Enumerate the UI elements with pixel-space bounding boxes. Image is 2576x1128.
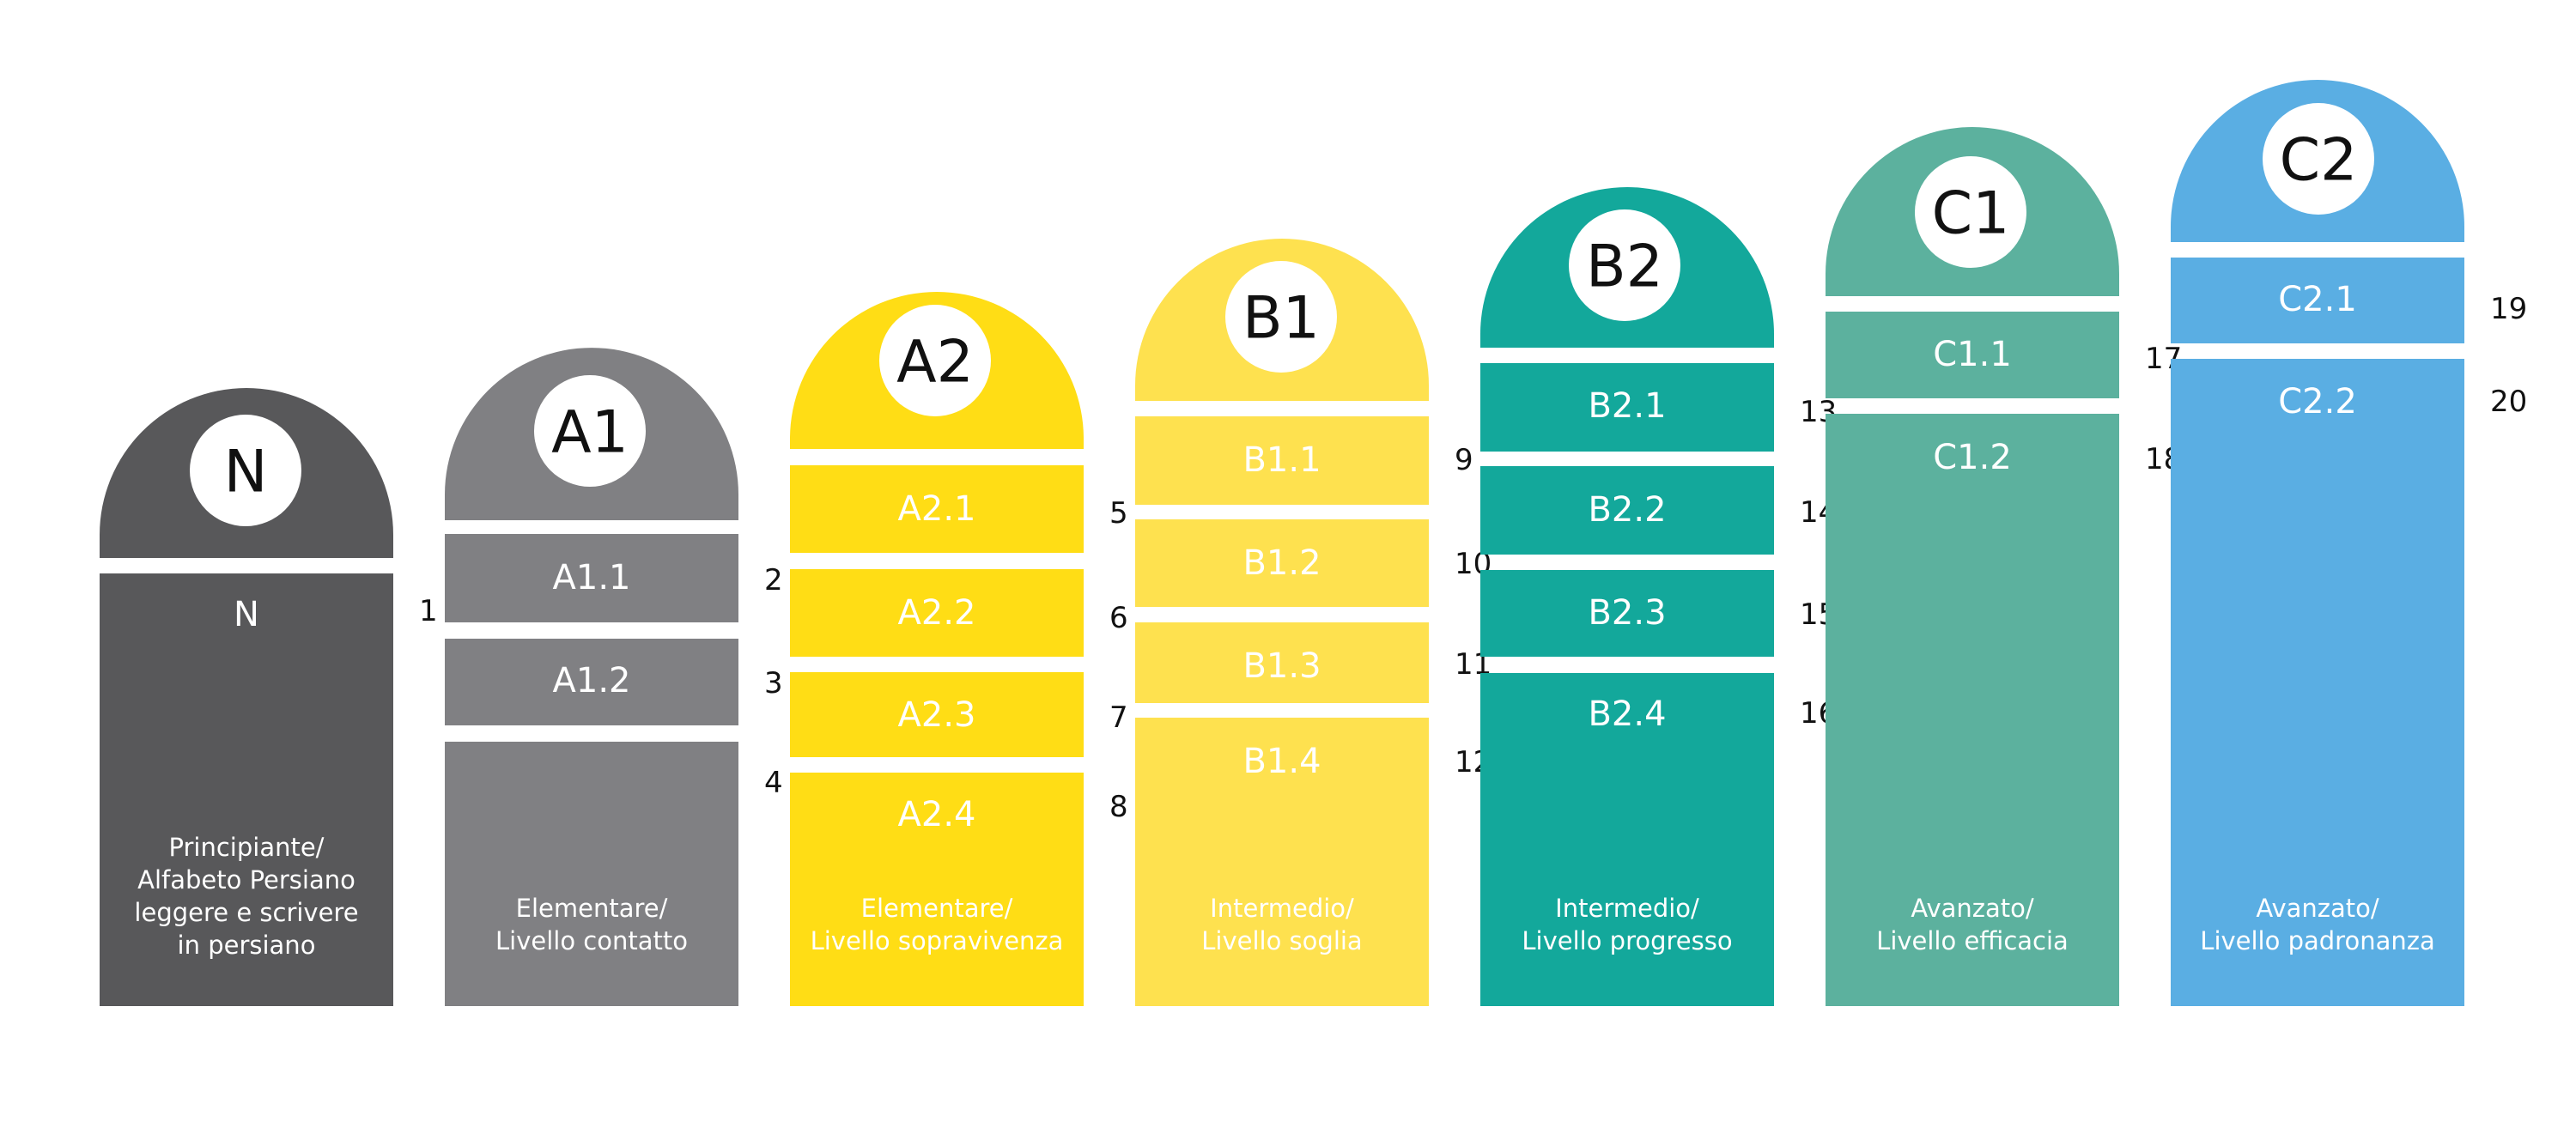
sublevel-label: C2.1 (2278, 280, 2357, 319)
sublevel-label: C1.2 (1933, 438, 2012, 477)
sublevel-block-b1-1 (1135, 416, 1429, 505)
level-badge-label: B2 (1586, 233, 1663, 301)
level-badge-c2 (2263, 103, 2374, 215)
sublevel-block-a2-1 (790, 465, 1084, 553)
level-description-line: Livello efficacia (1876, 926, 2069, 955)
sublevel-number: 7 (1109, 700, 1128, 735)
level-description-line: in persiano (178, 931, 316, 960)
sublevel-label: B1.1 (1242, 440, 1321, 480)
sublevel-label: C2.2 (2278, 382, 2357, 421)
level-badge-label: B1 (1242, 285, 1320, 353)
sublevel-block-b2-3 (1480, 570, 1774, 657)
sublevel-number: 3 (764, 666, 783, 700)
sublevel-label: A1.2 (553, 661, 631, 700)
level-column-c2: C2 C2.1 19 C2.2 20 Avanzato/Livello padronanz… (2171, 80, 2527, 1006)
sublevel-label: B2.3 (1588, 593, 1666, 633)
level-badge-a2 (879, 305, 991, 416)
level-description-line: Avanzato/ (2256, 894, 2379, 923)
sublevel-number: 2 (764, 563, 783, 597)
level-description-line: Alfabeto Persiano (137, 865, 355, 895)
sublevel-block-b1-4 (1135, 718, 1429, 1006)
sublevel-number: 8 (1109, 790, 1128, 824)
level-description-line: Elementare/ (516, 894, 668, 923)
sublevel-block-a1-2 (445, 639, 738, 725)
sublevel-block-b2-2 (1480, 466, 1774, 555)
level-description-line: Intermedio/ (1210, 894, 1354, 923)
sublevel-label: B1.4 (1242, 742, 1321, 781)
sublevel-number: 4 (764, 766, 783, 800)
sublevel-block-n (100, 573, 393, 1006)
level-column-a2: A2 A2.1 5 A2.2 6 A2.3 7 A2.4 8 Elementare/Livello… (790, 292, 1128, 1006)
sublevel-label: B2.2 (1588, 490, 1666, 530)
sublevel-number: 9 (1455, 443, 1473, 477)
level-badge-n (190, 415, 301, 526)
sublevel-label: A2.3 (898, 695, 976, 735)
sublevel-block-a1-1 (445, 534, 738, 622)
level-description-line: Avanzato/ (1911, 894, 2034, 923)
sublevel-label: B1.2 (1242, 543, 1321, 583)
level-description-line: Livello padronanza (2200, 926, 2434, 955)
level-badge-label: N (224, 439, 268, 506)
level-badge-a1 (534, 375, 646, 487)
sublevel-label: A1.1 (553, 558, 631, 597)
sublevel-label: A2.4 (898, 795, 976, 834)
sublevel-block-a2-4 (790, 773, 1084, 1006)
sublevel-block-b1-3 (1135, 622, 1429, 703)
sublevel-number: 5 (1109, 496, 1128, 531)
level-description-line: Intermedio/ (1555, 894, 1699, 923)
level-badge-b1 (1225, 261, 1337, 373)
sublevel-number: 6 (1109, 601, 1128, 635)
sublevel-label: N (234, 595, 259, 634)
sublevel-number: 1 (419, 594, 438, 628)
level-badge-label: C2 (2280, 127, 2358, 195)
sublevel-block-c1-1 (1826, 312, 2119, 398)
level-description-line: leggere e scrivere (134, 898, 358, 927)
sublevel-block-a2-3 (790, 672, 1084, 757)
level-description-line: Elementare/ (861, 894, 1013, 923)
sublevel-block-c1-2 (1826, 414, 2119, 1006)
sublevel-block-c2-2 (2171, 359, 2464, 1006)
sublevel-label: B2.1 (1588, 386, 1666, 426)
level-badge-label: A1 (551, 399, 629, 467)
sublevel-number: 20 (2490, 385, 2527, 419)
sublevel-number: 19 (2490, 292, 2527, 326)
sublevel-label: B2.4 (1588, 694, 1666, 734)
sublevel-block-a1-3 (445, 742, 738, 1006)
level-description-line: Livello soglia (1201, 926, 1362, 955)
level-description-line: Principiante/ (169, 833, 325, 862)
level-badge-c1 (1915, 156, 2026, 268)
sublevel-label: C1.1 (1933, 335, 2012, 374)
sublevel-label: A2.2 (898, 593, 976, 633)
level-column-a1: A1 A1.1 2 A1.2 3 A1.3 4 Elementare/Livello cont… (445, 0, 783, 1006)
level-column-n: N N 1 Principiante/Alfabeto Persiano leggere… (100, 388, 438, 1006)
level-description-line: Livello sopravivenza (811, 926, 1064, 955)
sublevel-label: B1.3 (1242, 646, 1321, 686)
sublevel-block-b2-4 (1480, 673, 1774, 1006)
sublevel-block-a2-2 (790, 569, 1084, 657)
level-badge-b2 (1569, 209, 1680, 321)
sublevel-label: A1.3 (553, 0, 631, 20)
sublevel-block-b2-1 (1480, 363, 1774, 452)
sublevel-label: A2.1 (898, 489, 976, 529)
level-badge-label: A2 (896, 329, 974, 397)
level-description-line: Livello progresso (1522, 926, 1732, 955)
sublevel-block-c2-1 (2171, 258, 2464, 343)
sublevel-block-b1-2 (1135, 519, 1429, 607)
level-description-line: Livello contatto (495, 926, 688, 955)
level-badge-label: C1 (1932, 180, 2010, 248)
